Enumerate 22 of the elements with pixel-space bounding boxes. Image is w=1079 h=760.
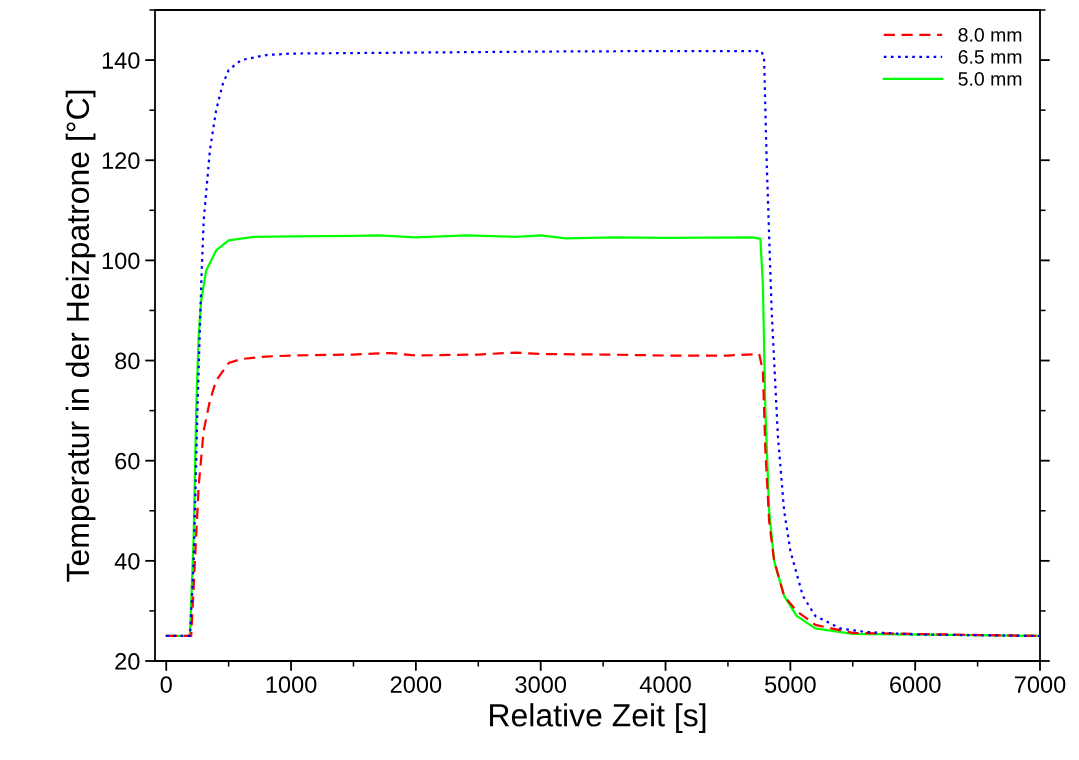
y-tick-label: 100 [102,252,140,270]
x-tick-label: 1000 [266,676,317,693]
line-series [165,234,1040,638]
legend-label: 5.0 mm [958,72,1022,86]
y-tick-label: 60 [115,452,140,470]
legend-label: 8.0 mm [958,28,1022,42]
y-tick-label: 20 [115,653,140,670]
y-tick-label: 40 [114,552,140,570]
y-tick-label: 140 [102,52,140,69]
y-axis-title: Temperatur in der Heizpatrone [°C] [65,90,96,582]
x-tick-label: 3000 [515,676,567,693]
x-tick-label: 6000 [890,676,941,693]
x-tick-label: 4000 [639,676,691,693]
y-tick-label: 80 [115,352,140,370]
x-tick-label: 5000 [765,676,816,693]
x-axis-title: Relative Zeit [s] [490,703,706,733]
x-tick-label: 0 [160,676,172,693]
x-tick-label: 7000 [1014,676,1066,693]
x-tick-label: 2000 [390,676,442,693]
line-series [165,49,1040,638]
y-tick-label: 120 [102,152,140,170]
legend-label: 6.5 mm [958,50,1022,64]
